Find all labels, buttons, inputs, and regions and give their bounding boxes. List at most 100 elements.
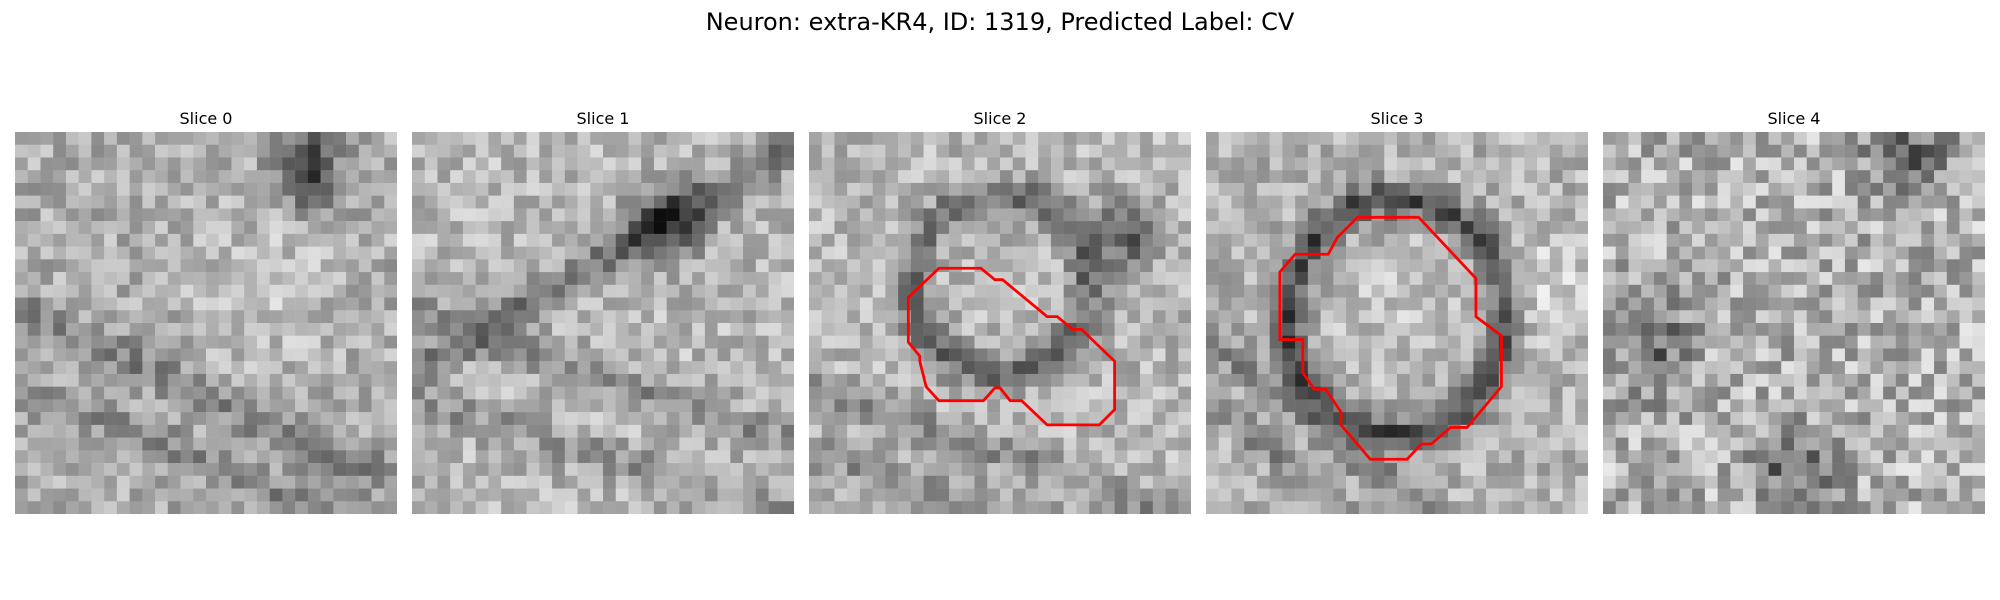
pixel [898,373,912,387]
pixel [653,412,667,426]
pixel [1511,501,1525,514]
pixel [1653,297,1667,311]
pixel [91,259,105,273]
pixel [1140,157,1154,171]
pixel [653,348,667,362]
pixel [885,450,899,464]
pixel [180,157,194,171]
pixel [384,195,397,209]
pixel [717,488,731,502]
pixel [1794,399,1807,413]
pixel [1717,488,1731,502]
pixel [768,386,782,400]
pixel [1883,208,1897,222]
pixel [450,450,464,464]
pixel [384,272,397,286]
pixel [193,284,207,298]
pixel [218,335,232,349]
pixel [1460,361,1474,375]
pixel [653,221,667,235]
pixel [1870,310,1884,324]
pixel [1269,246,1283,260]
pixel [295,488,309,502]
pixel [1256,463,1270,477]
pixel [755,284,769,298]
pixel [1946,348,1960,362]
pixel [167,208,181,222]
pixel [1025,361,1039,375]
pixel [1333,170,1347,184]
pixel [1755,233,1769,247]
pixel [1717,323,1731,336]
pixel [666,373,680,387]
pixel [462,297,476,311]
pixel [603,246,616,260]
pixel [1295,233,1309,247]
pixel [755,233,769,247]
pixel [730,208,744,222]
pixel [371,399,385,413]
pixel [859,348,873,362]
pixel [704,323,718,336]
pixel [1575,246,1588,260]
pixel [1806,144,1820,158]
pixel [1692,424,1706,438]
pixel [717,323,731,336]
pixel [65,259,79,273]
pixel [704,272,718,286]
pixel [809,399,822,413]
pixel [1857,475,1871,489]
pixel [488,386,502,400]
pixel [564,233,578,247]
pixel [1358,182,1372,196]
pixel [346,361,360,375]
pixel [1178,195,1191,209]
pixel [910,132,924,145]
pixel [1781,144,1795,158]
pixel [437,310,451,324]
pixel [717,132,731,145]
pixel [1371,208,1385,222]
pixel [1498,437,1512,451]
pixel [15,272,28,286]
pixel [1000,437,1013,451]
pixel [1666,335,1680,349]
pixel [282,361,296,375]
pixel [1537,208,1551,222]
pixel [1781,157,1795,171]
pixel [1231,297,1245,311]
pixel [1333,488,1347,502]
pixel [821,310,835,324]
pixel [104,373,118,387]
pixel [1641,233,1655,247]
pixel [206,221,219,235]
pixel [1473,144,1487,158]
pixel [269,310,283,324]
pixel [155,310,169,324]
pixel [269,233,283,247]
pixel [412,284,425,298]
pixel [1806,323,1820,336]
pixel [193,373,207,387]
pixel [666,463,680,477]
pixel [1603,463,1616,477]
pixel [1934,399,1948,413]
pixel [910,297,924,311]
pixel [1895,475,1909,489]
pixel [1959,386,1973,400]
pixel [1025,144,1039,158]
pixel [834,450,848,464]
pixel [282,488,296,502]
pixel [872,424,886,438]
pixel [730,412,744,426]
pixel [1562,437,1576,451]
pixel [692,437,706,451]
pixel [872,386,886,400]
pixel [1883,361,1897,375]
pixel [1486,221,1500,235]
pixel [129,424,143,438]
pixel [1320,144,1334,158]
pixel [641,335,655,349]
pixel [1050,297,1064,311]
pixel [768,272,782,286]
